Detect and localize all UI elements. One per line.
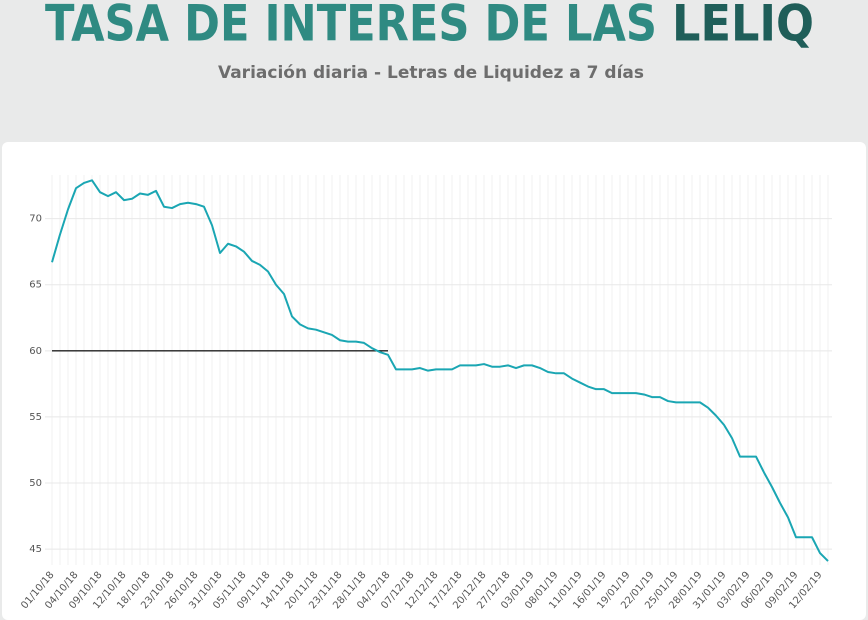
chart-title: TASA DE INTERES DE LAS — [45, 0, 657, 53]
y-tick-label: 70 — [29, 214, 42, 225]
y-tick-label: 50 — [29, 478, 42, 489]
chart-title-highlight: LELIQ — [672, 0, 814, 53]
chart-panel — [2, 142, 866, 620]
y-tick-label: 60 — [29, 346, 42, 357]
y-tick-label: 45 — [29, 544, 42, 555]
y-tick-label: 65 — [29, 280, 42, 291]
chart-subtitle: Variación diaria - Letras de Liquidez a … — [218, 63, 644, 83]
line-series — [51, 179, 829, 562]
y-tick-label: 55 — [29, 412, 42, 423]
